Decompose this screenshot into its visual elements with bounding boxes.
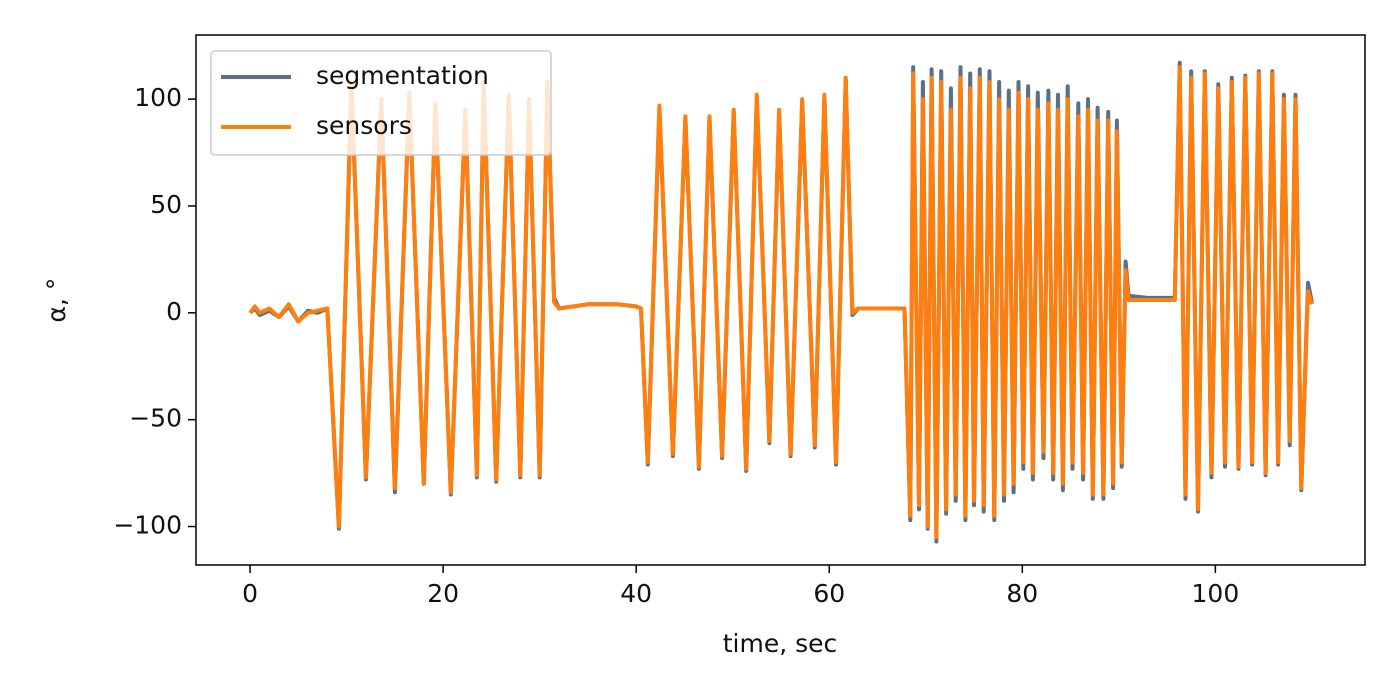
legend-box xyxy=(210,50,552,156)
y-tick-label: 100 xyxy=(134,83,182,112)
x-tick-label: 20 xyxy=(427,579,459,608)
y-axis-label: α, ° xyxy=(42,278,71,323)
y-tick-label: −100 xyxy=(113,511,182,540)
x-tick-label: 80 xyxy=(1006,579,1038,608)
y-tick-label: 50 xyxy=(150,190,182,219)
legend-label: segmentation xyxy=(316,61,489,90)
legend-label: sensors xyxy=(316,111,412,140)
x-tick-label: 0 xyxy=(242,579,258,608)
x-tick-label: 100 xyxy=(1192,579,1240,608)
plot-frame xyxy=(195,34,1366,566)
y-tick-label: −50 xyxy=(129,404,182,433)
y-tick-label: 0 xyxy=(166,297,182,326)
x-axis-label: time, sec xyxy=(723,629,838,658)
x-tick-label: 40 xyxy=(620,579,652,608)
x-tick-label: 60 xyxy=(813,579,845,608)
